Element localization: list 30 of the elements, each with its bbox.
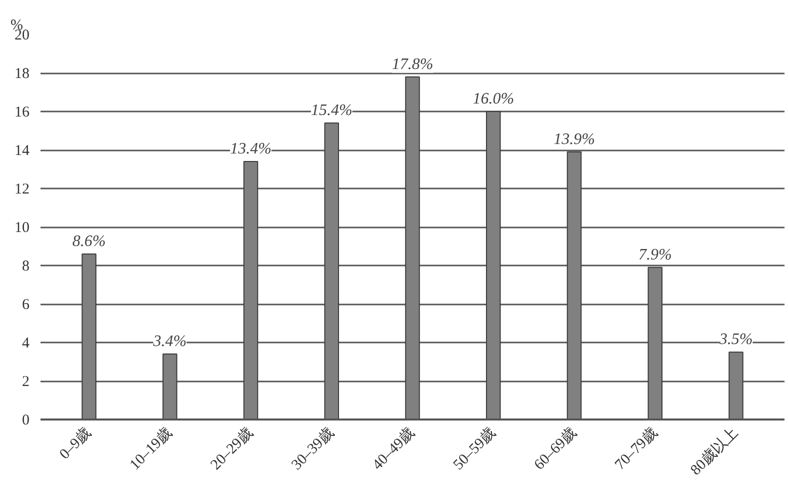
bar (162, 354, 178, 420)
data-label: 15.4% (310, 102, 352, 120)
y-tick-label: 4 (22, 336, 30, 352)
data-label: 16.0% (472, 90, 514, 108)
data-label: 13.4% (230, 140, 272, 158)
y-tick-label: 0 (22, 412, 30, 428)
data-label: 17.8% (392, 56, 434, 73)
bar (648, 266, 662, 420)
y-tick-label: 6 (22, 297, 30, 313)
y-tick-label: 10 (14, 220, 30, 236)
bar (82, 253, 96, 420)
data-label: 13.9% (554, 130, 595, 148)
y-tick-label: 14 (14, 143, 30, 159)
bar (728, 352, 744, 420)
data-label: 3.5% (718, 331, 753, 348)
bar (405, 76, 420, 420)
bar (486, 111, 501, 420)
y-tick-label: 12 (14, 182, 30, 198)
data-label: 8.6% (72, 232, 106, 250)
bar (566, 151, 582, 420)
y-tick-label: 8 (22, 258, 30, 274)
y-tick-label: 2 (22, 374, 30, 390)
y-tick-label: 16 (14, 104, 30, 120)
y-tick-label: 18 (14, 66, 30, 82)
bar (243, 161, 258, 420)
data-label: 3.4% (152, 333, 187, 350)
bar (324, 122, 340, 420)
data-label: 7.9% (638, 246, 672, 264)
x-tick-label: 0–9歲 (56, 424, 95, 463)
x-tick-label: 80歲以上 (687, 424, 742, 479)
